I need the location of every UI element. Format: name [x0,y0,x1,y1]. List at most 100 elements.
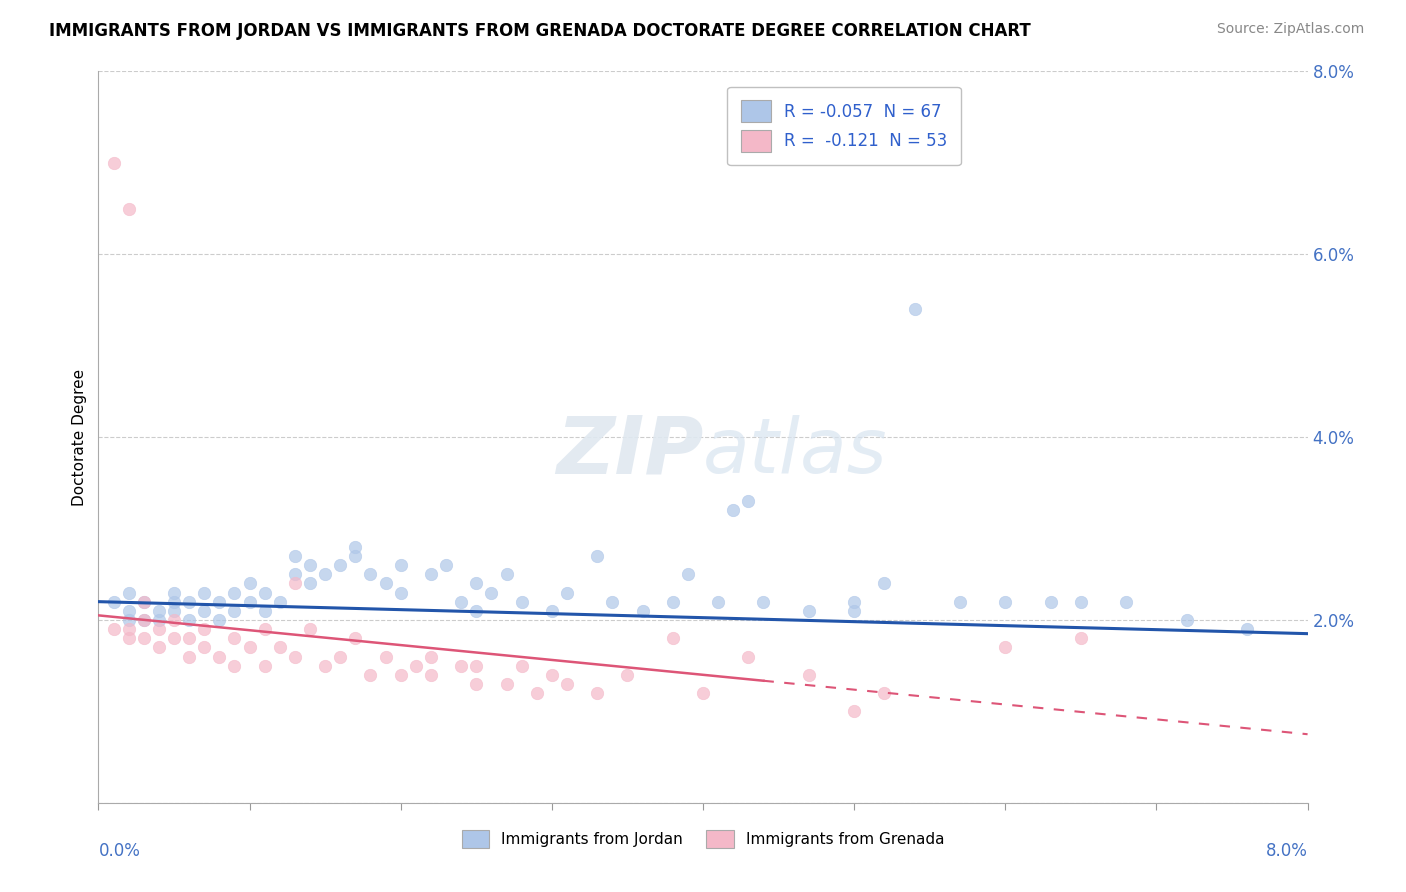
Point [224,585,246,599]
Point [344,632,367,646]
Point [344,540,367,554]
Point [148,613,170,627]
Point [586,686,609,700]
Point [299,558,322,573]
Point [148,622,170,636]
Point [118,585,141,599]
Point [208,649,231,664]
Point [616,667,638,681]
Point [314,658,336,673]
Point [360,567,382,582]
Point [253,658,276,673]
Point [374,649,396,664]
Point [224,604,246,618]
Point [163,632,186,646]
Point [405,658,427,673]
Point [1039,595,1062,609]
Point [329,649,352,664]
Point [179,632,201,646]
Point [737,649,759,664]
Point [163,613,186,627]
Point [495,567,517,582]
Point [844,595,866,609]
Point [465,604,488,618]
Point [465,658,488,673]
Point [299,622,322,636]
Point [661,595,683,609]
Point [692,686,714,700]
Point [193,604,215,618]
Point [631,604,654,618]
Point [179,613,201,627]
Point [465,677,488,691]
Point [1175,613,1198,627]
Point [434,558,457,573]
Point [389,558,412,573]
Point [555,677,578,691]
Point [269,640,291,655]
Point [193,585,215,599]
Point [103,622,125,636]
Point [118,202,141,216]
Point [284,567,307,582]
Point [148,640,170,655]
Text: IMMIGRANTS FROM JORDAN VS IMMIGRANTS FROM GRENADA DOCTORATE DEGREE CORRELATION C: IMMIGRANTS FROM JORDAN VS IMMIGRANTS FRO… [49,22,1031,40]
Point [208,613,231,627]
Point [526,686,548,700]
Point [299,576,322,591]
Point [224,632,246,646]
Point [389,585,412,599]
Point [465,576,488,591]
Y-axis label: Doctorate Degree: Doctorate Degree [72,368,87,506]
Point [873,686,896,700]
Point [1070,632,1092,646]
Text: Source: ZipAtlas.com: Source: ZipAtlas.com [1216,22,1364,37]
Point [797,667,820,681]
Point [118,632,141,646]
Point [344,549,367,563]
Point [450,595,472,609]
Point [132,613,155,627]
Point [329,558,352,573]
Point [103,595,125,609]
Point [132,595,155,609]
Point [179,649,201,664]
Point [163,585,186,599]
Point [193,622,215,636]
Point [239,576,262,591]
Point [540,667,562,681]
Point [269,595,291,609]
Text: ZIP: ZIP [555,413,703,491]
Point [179,595,201,609]
Point [495,677,517,691]
Point [420,567,443,582]
Point [555,585,578,599]
Point [253,622,276,636]
Point [314,567,336,582]
Point [103,155,125,169]
Point [284,576,307,591]
Point [586,549,609,563]
Point [510,595,533,609]
Point [253,585,276,599]
Point [994,640,1017,655]
Text: 0.0%: 0.0% [98,842,141,860]
Point [163,595,186,609]
Point [253,604,276,618]
Point [284,549,307,563]
Point [118,604,141,618]
Point [118,622,141,636]
Point [239,595,262,609]
Point [1115,595,1137,609]
Point [737,494,759,508]
Point [723,503,745,517]
Point [676,567,699,582]
Point [193,640,215,655]
Point [844,604,866,618]
Point [540,604,562,618]
Point [844,705,866,719]
Point [602,595,624,609]
Legend: Immigrants from Jordan, Immigrants from Grenada: Immigrants from Jordan, Immigrants from … [456,824,950,854]
Point [904,302,927,317]
Point [707,595,730,609]
